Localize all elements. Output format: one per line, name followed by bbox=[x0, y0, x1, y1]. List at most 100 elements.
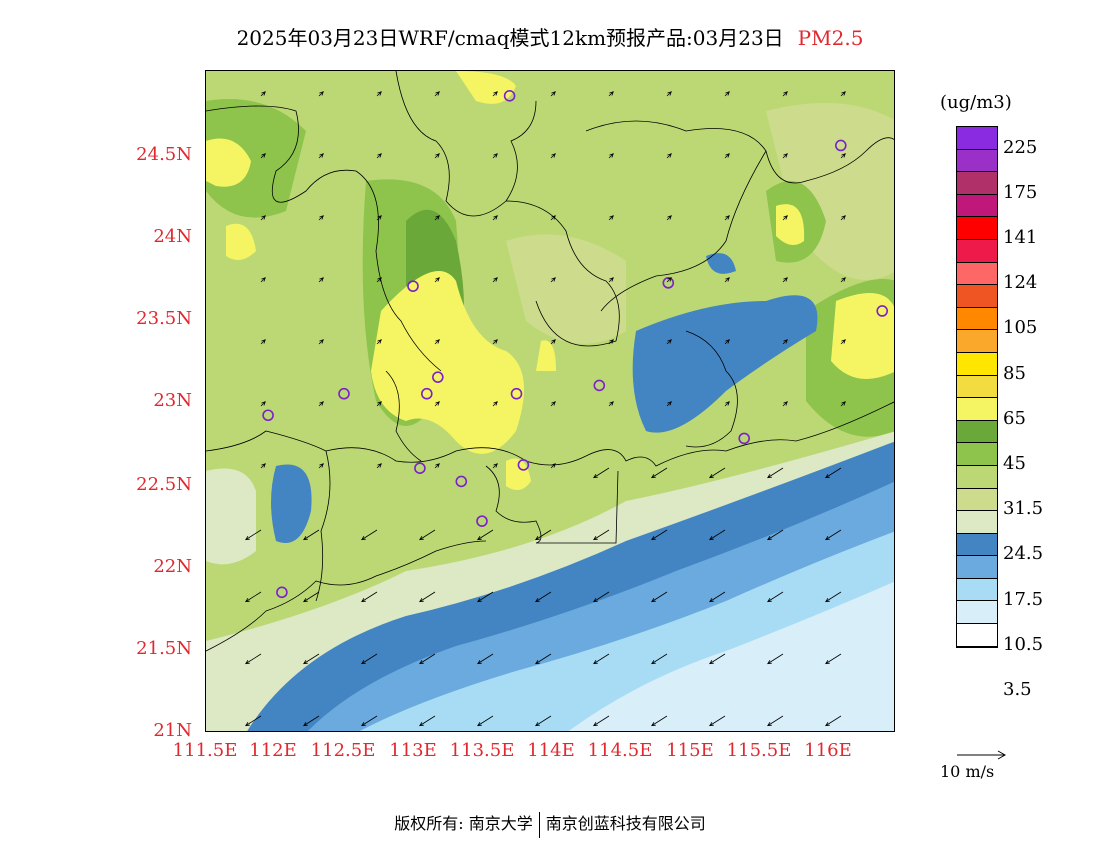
wind-arrow bbox=[651, 715, 668, 727]
wind-arrow bbox=[303, 529, 320, 541]
species-label: PM2.5 bbox=[797, 26, 864, 50]
wind-arrow bbox=[825, 653, 842, 665]
wind-arrow bbox=[550, 463, 556, 469]
wind-arrow bbox=[840, 215, 846, 221]
wind-arrow bbox=[666, 91, 672, 97]
wind-arrow bbox=[825, 467, 842, 479]
wind-arrow bbox=[434, 215, 440, 221]
wind-arrow bbox=[608, 91, 614, 97]
wind-arrow bbox=[318, 339, 324, 345]
wind-arrow bbox=[318, 463, 324, 469]
hotspot-patch bbox=[506, 458, 531, 490]
wind-arrow bbox=[245, 653, 262, 665]
lon-tick-label: 111.5E bbox=[172, 740, 238, 761]
wind-arrow bbox=[260, 91, 266, 97]
colorbar-swatch bbox=[957, 239, 997, 263]
wind-arrow bbox=[709, 591, 726, 603]
wind-arrow bbox=[840, 401, 846, 407]
wind-arrow bbox=[318, 215, 324, 221]
wind-arrow bbox=[593, 653, 610, 665]
wind-arrow bbox=[535, 653, 552, 665]
hotspot-patch bbox=[831, 293, 894, 379]
low-conc-patch bbox=[632, 295, 818, 433]
footer: 版权所有: 南京大学 南京创蓝科技有限公司 bbox=[0, 810, 1100, 838]
wind-arrow bbox=[782, 91, 788, 97]
wind-arrow bbox=[666, 339, 672, 345]
wind-arrow bbox=[361, 591, 378, 603]
wind-arrow bbox=[303, 653, 320, 665]
wind-arrow bbox=[724, 277, 730, 283]
wind-arrow bbox=[608, 215, 614, 221]
wind-arrow bbox=[840, 277, 846, 283]
wind-arrow bbox=[782, 277, 788, 283]
wind-arrow bbox=[782, 339, 788, 345]
station-markers bbox=[262, 90, 889, 599]
land-mid-patch bbox=[206, 99, 306, 218]
wind-arrow bbox=[376, 215, 382, 221]
wind-arrow bbox=[767, 467, 784, 479]
lon-tick-label: 115E bbox=[666, 740, 714, 761]
wind-arrow bbox=[376, 463, 382, 469]
lon-tick-label: 113E bbox=[389, 740, 437, 761]
boundary-line bbox=[395, 71, 537, 217]
hotspot-patch bbox=[226, 223, 256, 260]
lon-tick-label: 116E bbox=[804, 740, 852, 761]
wind-arrow bbox=[666, 277, 672, 283]
wind-arrow bbox=[260, 463, 266, 469]
wind-arrow bbox=[709, 653, 726, 665]
colorbar-label: 31.5 bbox=[1003, 498, 1044, 520]
wind-arrow bbox=[376, 153, 382, 159]
colorbar-swatch bbox=[957, 465, 997, 489]
wind-arrow bbox=[477, 715, 494, 727]
monitoring-station-marker bbox=[834, 139, 847, 152]
land-light-patch bbox=[506, 234, 626, 344]
colorbar-swatch bbox=[957, 624, 997, 647]
wind-arrow bbox=[376, 401, 382, 407]
colorbar-label: 10.5 bbox=[1003, 633, 1044, 655]
wind-arrow bbox=[260, 401, 266, 407]
wind-arrow bbox=[593, 715, 610, 727]
colorbar-swatch bbox=[957, 533, 997, 557]
wind-arrow bbox=[260, 215, 266, 221]
wind-arrow bbox=[376, 277, 382, 283]
monitoring-station-marker bbox=[876, 305, 889, 317]
boundary-line bbox=[685, 330, 738, 448]
monitoring-station-marker bbox=[476, 515, 488, 527]
low-conc-patch bbox=[706, 253, 736, 274]
wind-arrow bbox=[260, 277, 266, 283]
wind-arrow bbox=[724, 153, 730, 159]
lat-tick-label: 23.5N bbox=[136, 308, 192, 329]
low-conc-patch bbox=[271, 464, 312, 543]
lat-tick-label: 21N bbox=[153, 720, 192, 741]
wind-arrow bbox=[767, 529, 784, 541]
wind-arrow bbox=[724, 91, 730, 97]
boundary-line bbox=[385, 370, 422, 462]
wind-arrow bbox=[767, 591, 784, 603]
wind-arrow bbox=[840, 339, 846, 345]
colorbar-swatch bbox=[957, 443, 997, 466]
wind-arrow bbox=[492, 277, 498, 283]
wind-arrow bbox=[419, 715, 436, 727]
wind-arrow bbox=[608, 153, 614, 159]
wind-arrow bbox=[782, 401, 788, 407]
wind-arrow bbox=[535, 591, 552, 603]
wind-arrow bbox=[492, 91, 498, 97]
wind-arrow bbox=[825, 529, 842, 541]
hotspot-patch bbox=[371, 271, 524, 454]
concentration-field bbox=[206, 71, 894, 731]
transition-patch bbox=[206, 468, 256, 565]
hotspot-patch bbox=[206, 138, 251, 187]
colorbar-label: 225 bbox=[1003, 136, 1038, 158]
wind-arrow bbox=[550, 401, 556, 407]
monitoring-station-marker bbox=[510, 387, 523, 400]
lon-tick-label: 112.5E bbox=[310, 740, 376, 761]
wind-reference-label: 10 m/s bbox=[940, 762, 995, 781]
wind-arrow bbox=[318, 401, 324, 407]
wind-arrow bbox=[303, 591, 320, 603]
wind-arrow bbox=[651, 529, 668, 541]
colorbar-label: 17.5 bbox=[1003, 588, 1044, 610]
wind-arrow bbox=[608, 277, 614, 283]
monitoring-station-marker bbox=[407, 280, 419, 292]
wind-arrow bbox=[434, 91, 440, 97]
colorbar-label: 175 bbox=[1003, 181, 1038, 203]
